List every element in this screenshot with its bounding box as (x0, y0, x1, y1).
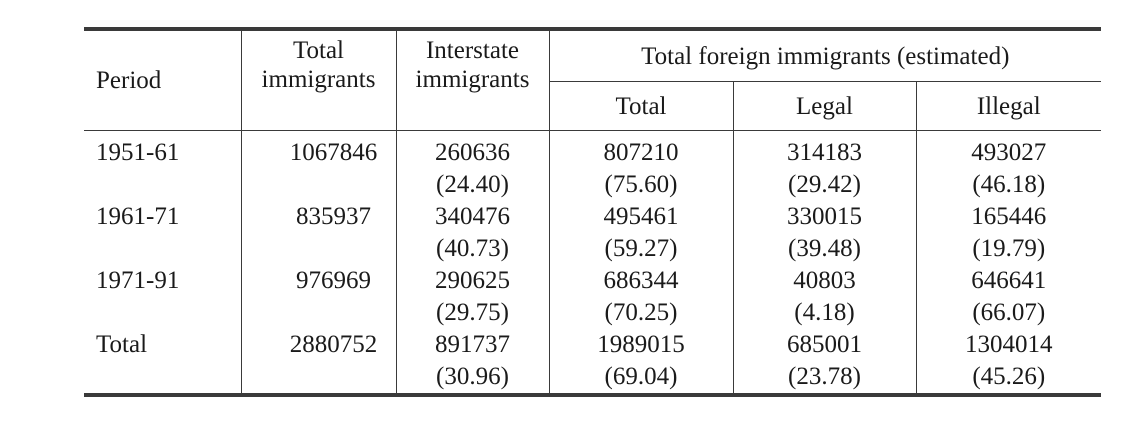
header-foreign-total: Total (548, 81, 733, 131)
header-total-immigrants-line1: Total (292, 37, 344, 64)
table-header: Period Total immigrants Interstate immig… (84, 27, 1102, 131)
cell-foreign-total: 807210 (548, 130, 733, 169)
cell-period: 1961-71 (96, 203, 180, 230)
cell-total: 976969 (240, 265, 396, 297)
header-foreign-legal: Legal (732, 81, 916, 131)
cell-illegal: 646641 (915, 265, 1102, 297)
cell-period: Total (96, 331, 148, 358)
immigrants-table: Period Total immigrants Interstate immig… (84, 27, 1102, 397)
cell-foreign-total: 1989015 (548, 329, 733, 361)
header-total-immigrants-line2: immigrants (261, 66, 376, 93)
cell-foreign-total-pct: (70.25) (548, 297, 733, 329)
cell-interstate: 260636 (395, 130, 549, 169)
cell-legal-pct: (39.48) (732, 233, 916, 265)
cell-interstate-pct: (29.75) (395, 297, 549, 329)
cell-illegal-pct: (19.79) (915, 233, 1102, 265)
cell-total: 2880752 (240, 329, 396, 361)
cell-illegal: 165446 (915, 201, 1102, 233)
table-row: 1961-71 835937 340476 495461 330015 1654… (84, 201, 1102, 233)
cell-period: 1951-61 (96, 139, 180, 166)
cell-legal: 685001 (732, 329, 916, 361)
cell-illegal: 1304014 (915, 329, 1102, 361)
header-interstate-line1: Interstate (425, 37, 519, 64)
cell-foreign-total-pct: (75.60) (548, 169, 733, 201)
cell-legal-pct: (4.18) (732, 297, 916, 329)
cell-foreign-total-pct: (59.27) (548, 233, 733, 265)
cell-interstate-pct: (30.96) (395, 361, 549, 397)
cell-total: 835937 (240, 201, 396, 233)
cell-illegal-pct: (66.07) (915, 297, 1102, 329)
cell-interstate-pct: (24.40) (395, 169, 549, 201)
table-row-pct: (24.40) (75.60) (29.42) (46.18) (84, 169, 1102, 201)
cell-legal-pct: (23.78) (732, 361, 916, 397)
cell-interstate-pct: (40.73) (395, 233, 549, 265)
table-row-pct: (40.73) (59.27) (39.48) (19.79) (84, 233, 1102, 265)
cell-legal: 40803 (732, 265, 916, 297)
cell-foreign-total: 686344 (548, 265, 733, 297)
cell-legal: 330015 (732, 201, 916, 233)
header-interstate-line2: immigrants (415, 66, 530, 93)
header-period: Period (84, 27, 241, 131)
table-row-pct: (30.96) (69.04) (23.78) (45.26) (84, 361, 1102, 397)
table-row: Total 2880752 891737 1989015 685001 1304… (84, 329, 1102, 361)
table-body: 1951-61 1067846 260636 807210 314183 493… (84, 130, 1102, 397)
header-interstate-immigrants: Interstate immigrants (395, 27, 549, 131)
cell-period: 1971-91 (96, 267, 180, 294)
cell-interstate: 290625 (395, 265, 549, 297)
cell-legal: 314183 (732, 130, 916, 169)
table-row: 1951-61 1067846 260636 807210 314183 493… (84, 130, 1102, 169)
header-total-immigrants: Total immigrants (240, 27, 396, 131)
cell-illegal-pct: (46.18) (915, 169, 1102, 201)
cell-foreign-total-pct: (69.04) (548, 361, 733, 397)
header-foreign-group: Total foreign immigrants (estimated) (548, 27, 1102, 82)
cell-illegal-pct: (45.26) (915, 361, 1102, 397)
cell-total: 1067846 (240, 130, 396, 169)
cell-illegal: 493027 (915, 130, 1102, 169)
cell-legal-pct: (29.42) (732, 169, 916, 201)
immigrants-table-container: Period Total immigrants Interstate immig… (84, 27, 1102, 397)
cell-interstate: 891737 (395, 329, 549, 361)
cell-interstate: 340476 (395, 201, 549, 233)
table-row-pct: (29.75) (70.25) (4.18) (66.07) (84, 297, 1102, 329)
cell-foreign-total: 495461 (548, 201, 733, 233)
table-row: 1971-91 976969 290625 686344 40803 64664… (84, 265, 1102, 297)
header-foreign-illegal: Illegal (915, 81, 1102, 131)
